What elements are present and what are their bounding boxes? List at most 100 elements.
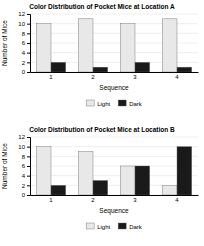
- bars: [36, 19, 191, 72]
- y-tick-mark: [27, 53, 30, 54]
- grid-line: [30, 166, 198, 167]
- legend: Light Dark: [86, 223, 143, 230]
- y-tick-label: 8: [22, 31, 26, 37]
- y-tick-mark: [27, 166, 30, 167]
- grid-line: [30, 175, 198, 176]
- y-tick-mark: [27, 137, 30, 138]
- grid: [30, 137, 198, 195]
- x-tick: 1: [49, 197, 53, 203]
- legend-swatch: [118, 223, 126, 229]
- x-axis: 1 2 3 4: [31, 73, 199, 81]
- y-tick-mark: [27, 43, 30, 44]
- y-tick-mark: [27, 185, 30, 186]
- y-tick: 2: [22, 60, 30, 66]
- y-tick: 2: [22, 183, 30, 189]
- y-axis-line: [27, 15, 31, 73]
- y-tick: 12: [18, 134, 30, 140]
- bar: [162, 185, 177, 195]
- bar: [93, 181, 108, 196]
- bar: [36, 147, 51, 195]
- bar: [78, 152, 93, 196]
- y-tick-mark: [27, 72, 30, 73]
- bars: [36, 147, 191, 195]
- y-tick: 6: [22, 40, 30, 46]
- y-tick-label: 12: [18, 134, 25, 140]
- legend-item: Light: [86, 223, 110, 230]
- bar: [135, 166, 150, 195]
- x-tick: 4: [175, 197, 179, 203]
- legend-swatch: [86, 100, 94, 106]
- x-tick: 1: [49, 74, 53, 80]
- y-tick-label: 10: [18, 21, 25, 27]
- y-tick-mark: [27, 195, 30, 196]
- x-tick-label: 3: [133, 74, 137, 80]
- x-tick: 2: [91, 197, 95, 203]
- legend-label: Light: [97, 101, 110, 107]
- legend-item: Dark: [118, 223, 143, 230]
- legend-label: Light: [97, 224, 110, 230]
- bar: [93, 67, 108, 72]
- y-tick: 12: [18, 11, 30, 17]
- y-tick-label: 8: [22, 154, 26, 160]
- y-tick-mark: [27, 33, 30, 34]
- y-tick-label: 12: [18, 11, 25, 17]
- bar: [135, 62, 150, 72]
- y-axis-line: [27, 138, 31, 196]
- x-tick: 3: [133, 197, 137, 203]
- y-tick: 0: [22, 69, 30, 75]
- y-tick: 6: [22, 163, 30, 169]
- x-tick-label: 1: [49, 74, 53, 80]
- x-axis-label: Sequence: [99, 207, 129, 215]
- y-tick-label: 4: [22, 50, 26, 56]
- bar: [177, 67, 192, 72]
- x-tick: 4: [175, 74, 179, 80]
- y-tick-mark: [27, 176, 30, 177]
- x-axis-line: [31, 195, 199, 196]
- y-axis-label: Number of Mice: [1, 143, 8, 189]
- legend-swatch: [86, 223, 94, 229]
- panel: Color Distribution of Pocket Mice at Loc…: [1, 3, 199, 107]
- grid-line: [30, 14, 198, 15]
- y-axis: 0 2 4 6 8 10 12: [18, 11, 30, 75]
- grid-line: [30, 137, 198, 138]
- bar: [78, 19, 93, 72]
- y-tick: 10: [18, 144, 30, 150]
- chart: Color Distribution of Pocket Mice at Loc…: [0, 0, 204, 246]
- grid: [30, 14, 198, 72]
- x-tick: 2: [91, 74, 95, 80]
- x-tick-label: 3: [133, 197, 137, 203]
- y-tick-mark: [27, 62, 30, 63]
- bar: [51, 62, 66, 72]
- bar: [120, 166, 135, 195]
- x-tick-label: 2: [91, 197, 95, 203]
- legend-item: Dark: [118, 100, 143, 107]
- bar: [162, 19, 177, 72]
- y-tick-label: 6: [22, 163, 26, 169]
- y-tick-mark: [27, 156, 30, 157]
- bar: [120, 24, 135, 72]
- x-axis-line: [31, 72, 199, 73]
- title: Color Distribution of Pocket Mice at Loc…: [29, 126, 175, 133]
- y-axis-label: Number of Mice: [1, 20, 8, 66]
- x-axis: 1 2 3 4: [31, 196, 199, 204]
- x-tick-label: 4: [175, 74, 179, 80]
- y-tick-label: 10: [18, 144, 25, 150]
- grid-line: [30, 156, 198, 157]
- y-axis: 024681012: [18, 134, 30, 198]
- y-tick: 4: [22, 173, 30, 179]
- bar: [36, 24, 51, 72]
- y-tick: 10: [18, 21, 30, 27]
- legend-label: Dark: [129, 224, 143, 230]
- y-tick-label: 2: [22, 183, 26, 189]
- y-tick-label: 2: [22, 60, 26, 66]
- legend-label: Dark: [129, 101, 143, 107]
- title: Color Distribution of Pocket Mice at Loc…: [29, 3, 175, 10]
- y-tick-label: 4: [22, 173, 26, 179]
- y-tick-label: 6: [22, 40, 26, 46]
- y-tick: 4: [22, 50, 30, 56]
- x-axis-label: Sequence: [99, 84, 129, 92]
- y-tick-mark: [27, 24, 30, 25]
- grid-line: [30, 146, 198, 147]
- x-tick-label: 1: [49, 197, 53, 203]
- x-tick: 3: [133, 74, 137, 80]
